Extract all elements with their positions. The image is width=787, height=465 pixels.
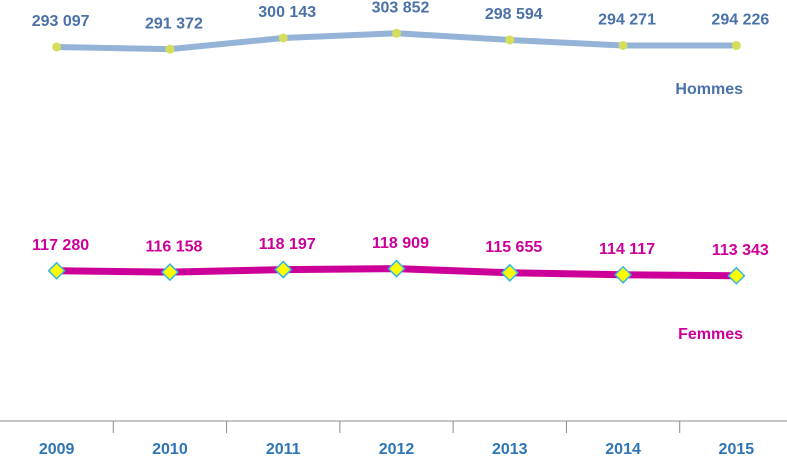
x-tick-label: 2015 (719, 441, 755, 458)
data-label: 116 158 (145, 238, 202, 255)
data-label: 293 097 (32, 13, 90, 30)
series-name: Femmes (678, 326, 743, 343)
marker (392, 28, 401, 38)
series-name: Hommes (675, 81, 743, 98)
x-tick-label: 2009 (39, 441, 75, 458)
marker (500, 263, 519, 282)
marker (505, 35, 515, 45)
marker (52, 42, 62, 52)
x-tick-label: 2012 (379, 441, 415, 458)
data-label: 113 343 (712, 242, 769, 259)
marker (387, 259, 406, 278)
data-label: 114 117 (599, 241, 655, 258)
marker (727, 266, 746, 285)
data-label: 118 909 (372, 235, 429, 252)
marker (160, 263, 179, 282)
data-label: 303 852 (372, 0, 430, 17)
data-label: 294 271 (598, 12, 656, 29)
x-tick-label: 2013 (492, 441, 528, 458)
data-label: 115 655 (485, 239, 542, 256)
data-label: 117 280 (32, 237, 89, 254)
data-label: 300 143 (258, 4, 316, 21)
data-label: 291 372 (145, 15, 203, 32)
marker (618, 40, 628, 50)
marker (47, 261, 66, 280)
marker (274, 260, 293, 279)
data-label: 118 197 (259, 236, 316, 253)
data-label: 294 226 (711, 12, 769, 29)
marker (165, 44, 175, 54)
x-tick-label: 2014 (605, 441, 641, 458)
marker (614, 265, 633, 284)
data-label: 298 594 (485, 6, 543, 23)
x-tick-label: 2010 (152, 441, 188, 458)
marker (731, 41, 741, 51)
x-tick-label: 2011 (266, 441, 301, 458)
marker (278, 33, 288, 43)
